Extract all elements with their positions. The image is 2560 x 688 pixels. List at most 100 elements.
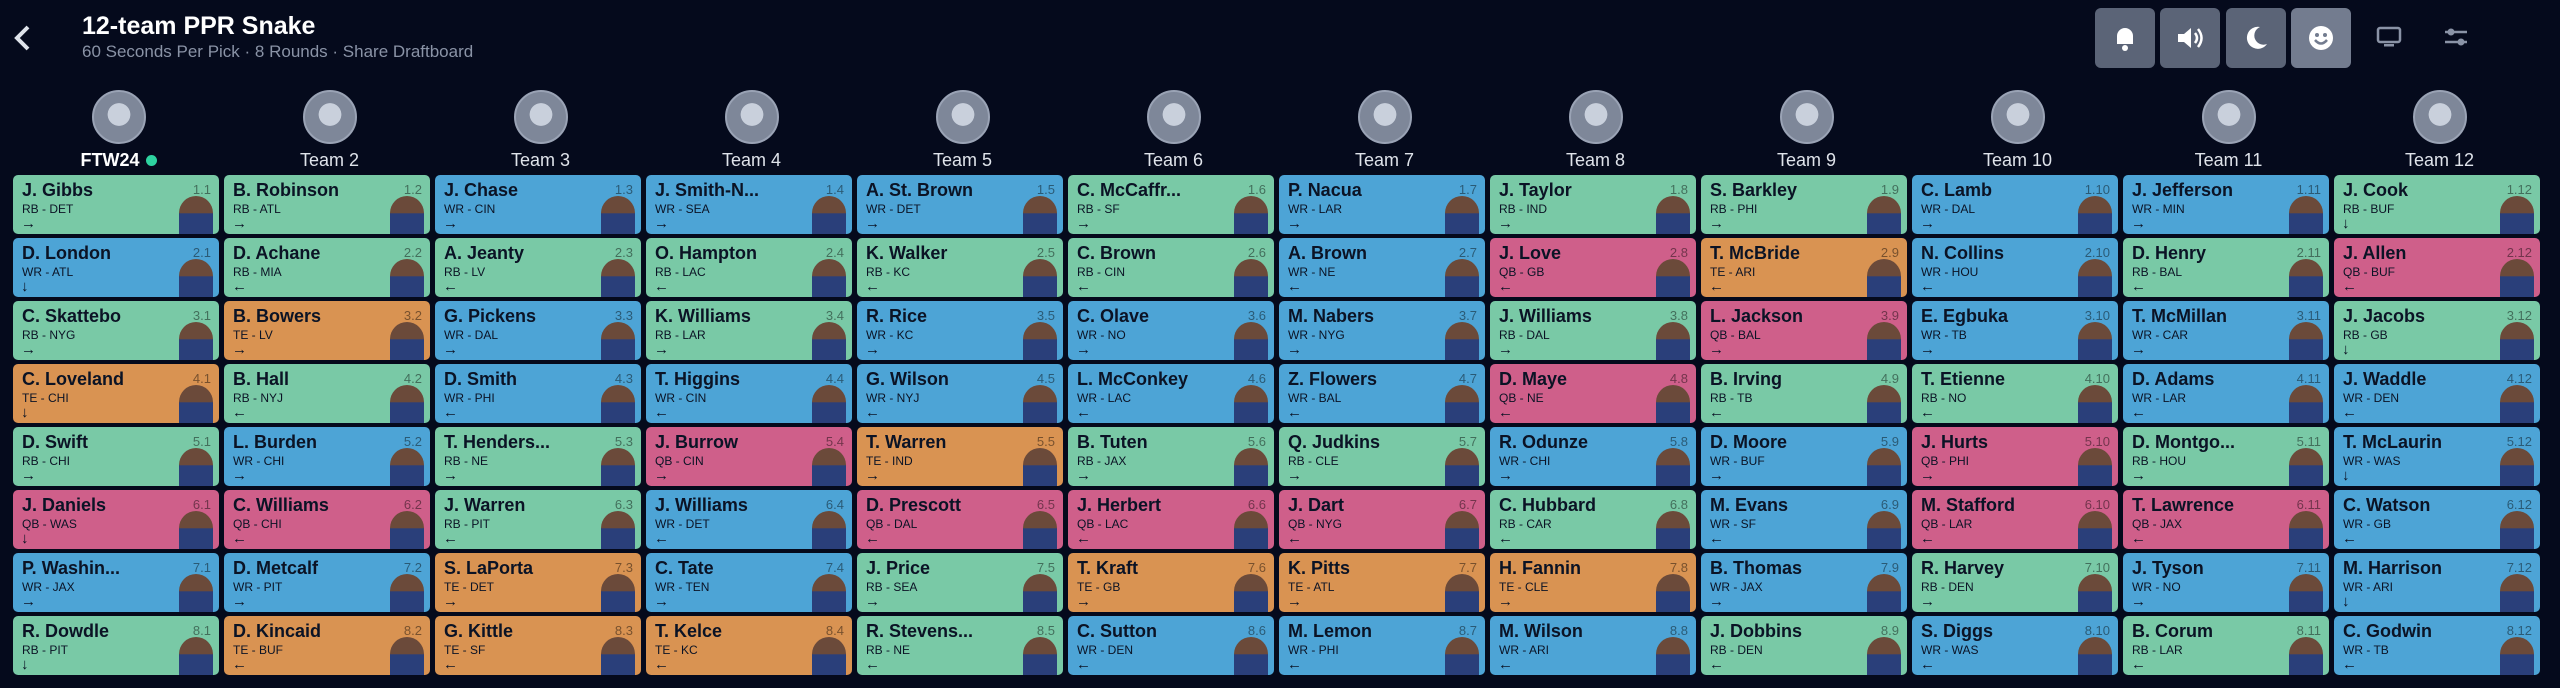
pick-card[interactable]: T. Warren 5.5 TE - IND → bbox=[857, 427, 1063, 486]
pick-card[interactable]: D. Henry 2.11 RB - BAL ← bbox=[2123, 238, 2329, 297]
pick-card[interactable]: B. Corum 8.11 RB - LAR ← bbox=[2123, 616, 2329, 675]
pick-card[interactable]: T. Lawrence 6.11 QB - JAX ← bbox=[2123, 490, 2329, 549]
pick-card[interactable]: J. Warren 6.3 RB - PIT ← bbox=[435, 490, 641, 549]
pick-card[interactable]: E. Egbuka 3.10 WR - TB → bbox=[1912, 301, 2118, 360]
pick-card[interactable]: S. Diggs 8.10 WR - WAS ← bbox=[1912, 616, 2118, 675]
pick-card[interactable]: J. Burrow 5.4 QB - CIN → bbox=[646, 427, 852, 486]
pick-card[interactable]: T. McBride 2.9 TE - ARI ← bbox=[1701, 238, 1907, 297]
pick-card[interactable]: M. Evans 6.9 WR - SF ← bbox=[1701, 490, 1907, 549]
pick-card[interactable]: L. Burden 5.2 WR - CHI → bbox=[224, 427, 430, 486]
pick-card[interactable]: G. Pickens 3.3 WR - DAL → bbox=[435, 301, 641, 360]
pick-card[interactable]: G. Wilson 4.5 WR - NYJ ← bbox=[857, 364, 1063, 423]
pick-card[interactable]: C. Skattebo 3.1 RB - NYG → bbox=[13, 301, 219, 360]
pick-card[interactable]: J. Gibbs 1.1 RB - DET → bbox=[13, 175, 219, 234]
pick-card[interactable]: D. London 2.1 WR - ATL ↓ bbox=[13, 238, 219, 297]
pick-card[interactable]: J. Dobbins 8.9 RB - DEN ← bbox=[1701, 616, 1907, 675]
pick-card[interactable]: C. Hubbard 6.8 RB - CAR ← bbox=[1490, 490, 1696, 549]
pick-card[interactable]: J. Tyson 7.11 WR - NO → bbox=[2123, 553, 2329, 612]
pick-card[interactable]: A. St. Brown 1.5 WR - DET → bbox=[857, 175, 1063, 234]
pick-card[interactable]: D. Montgo... 5.11 RB - HOU → bbox=[2123, 427, 2329, 486]
pick-card[interactable]: T. Etienne 4.10 RB - NO ← bbox=[1912, 364, 2118, 423]
pick-card[interactable]: J. Williams 6.4 WR - DET ← bbox=[646, 490, 852, 549]
pick-card[interactable]: Z. Flowers 4.7 WR - BAL ← bbox=[1279, 364, 1485, 423]
pick-card[interactable]: A. Jeanty 2.3 RB - LV ← bbox=[435, 238, 641, 297]
pick-card[interactable]: P. Nacua 1.7 WR - LAR → bbox=[1279, 175, 1485, 234]
pick-card[interactable]: R. Stevens... 8.5 RB - NE ← bbox=[857, 616, 1063, 675]
pick-card[interactable]: M. Stafford 6.10 QB - LAR ← bbox=[1912, 490, 2118, 549]
pick-card[interactable]: R. Dowdle 8.1 RB - PIT ↓ bbox=[13, 616, 219, 675]
pick-card[interactable]: L. McConkey 4.6 WR - LAC ← bbox=[1068, 364, 1274, 423]
pick-card[interactable]: C. Loveland 4.1 TE - CHI ↓ bbox=[13, 364, 219, 423]
sound-button[interactable] bbox=[2160, 8, 2220, 68]
pick-card[interactable]: J. Waddle 4.12 WR - DEN ← bbox=[2334, 364, 2540, 423]
pick-card[interactable]: J. Jefferson 1.11 WR - MIN → bbox=[2123, 175, 2329, 234]
pick-card[interactable]: D. Metcalf 7.2 WR - PIT → bbox=[224, 553, 430, 612]
pick-card[interactable]: G. Kittle 8.3 TE - SF ← bbox=[435, 616, 641, 675]
pick-card[interactable]: B. Bowers 3.2 TE - LV → bbox=[224, 301, 430, 360]
pick-card[interactable]: D. Kincaid 8.2 TE - BUF ← bbox=[224, 616, 430, 675]
pick-card[interactable]: C. Lamb 1.10 WR - DAL → bbox=[1912, 175, 2118, 234]
pick-card[interactable]: L. Jackson 3.9 QB - BAL → bbox=[1701, 301, 1907, 360]
pick-card[interactable]: H. Fannin 7.8 TE - CLE → bbox=[1490, 553, 1696, 612]
pick-card[interactable]: T. Henders... 5.3 RB - NE → bbox=[435, 427, 641, 486]
pick-card[interactable]: Q. Judkins 5.7 RB - CLE → bbox=[1279, 427, 1485, 486]
pick-card[interactable]: M. Wilson 8.8 WR - ARI ← bbox=[1490, 616, 1696, 675]
pick-card[interactable]: J. Taylor 1.8 RB - IND → bbox=[1490, 175, 1696, 234]
pick-card[interactable]: C. Brown 2.6 RB - CIN ← bbox=[1068, 238, 1274, 297]
pick-card[interactable]: J. Chase 1.3 WR - CIN → bbox=[435, 175, 641, 234]
pick-card[interactable]: D. Smith 4.3 WR - PHI ← bbox=[435, 364, 641, 423]
pick-card[interactable]: B. Irving 4.9 RB - TB ← bbox=[1701, 364, 1907, 423]
pick-card[interactable]: T. McLaurin 5.12 WR - WAS ↓ bbox=[2334, 427, 2540, 486]
pick-card[interactable]: R. Harvey 7.10 RB - DEN → bbox=[1912, 553, 2118, 612]
pick-card[interactable]: J. Love 2.8 QB - GB ← bbox=[1490, 238, 1696, 297]
pick-card[interactable]: B. Thomas 7.9 WR - JAX → bbox=[1701, 553, 1907, 612]
pick-card[interactable]: J. Smith-N... 1.4 WR - SEA → bbox=[646, 175, 852, 234]
pick-card[interactable]: P. Washin... 7.1 WR - JAX → bbox=[13, 553, 219, 612]
pick-card[interactable]: D. Prescott 6.5 QB - DAL ← bbox=[857, 490, 1063, 549]
pick-card[interactable]: C. Williams 6.2 QB - CHI ← bbox=[224, 490, 430, 549]
pick-card[interactable]: C. McCaffr... 1.6 RB - SF → bbox=[1068, 175, 1274, 234]
pick-card[interactable]: A. Brown 2.7 WR - NE ← bbox=[1279, 238, 1485, 297]
pick-card[interactable]: K. Williams 3.4 RB - LAR → bbox=[646, 301, 852, 360]
emoji-button[interactable] bbox=[2291, 8, 2351, 68]
pick-card[interactable]: D. Achane 2.2 RB - MIA ← bbox=[224, 238, 430, 297]
display-button[interactable] bbox=[2376, 26, 2402, 48]
pick-card[interactable]: J. Williams 3.8 RB - DAL → bbox=[1490, 301, 1696, 360]
settings-button[interactable] bbox=[2443, 26, 2469, 48]
pick-card[interactable]: J. Dart 6.7 QB - NYG ← bbox=[1279, 490, 1485, 549]
pick-card[interactable]: M. Lemon 8.7 WR - PHI ← bbox=[1279, 616, 1485, 675]
pick-card[interactable]: J. Allen 2.12 QB - BUF ← bbox=[2334, 238, 2540, 297]
pick-card[interactable]: K. Walker 2.5 RB - KC ← bbox=[857, 238, 1063, 297]
pick-card[interactable]: B. Tuten 5.6 RB - JAX → bbox=[1068, 427, 1274, 486]
notifications-button[interactable] bbox=[2095, 8, 2155, 68]
pick-card[interactable]: J. Jacobs 3.12 RB - GB ↓ bbox=[2334, 301, 2540, 360]
pick-card[interactable]: R. Rice 3.5 WR - KC → bbox=[857, 301, 1063, 360]
pick-card[interactable]: T. Kraft 7.6 TE - GB → bbox=[1068, 553, 1274, 612]
pick-card[interactable]: J. Cook 1.12 RB - BUF ↓ bbox=[2334, 175, 2540, 234]
pick-card[interactable]: S. Barkley 1.9 RB - PHI → bbox=[1701, 175, 1907, 234]
pick-card[interactable]: B. Hall 4.2 RB - NYJ ← bbox=[224, 364, 430, 423]
pick-card[interactable]: O. Hampton 2.4 RB - LAC ← bbox=[646, 238, 852, 297]
pick-card[interactable]: N. Collins 2.10 WR - HOU ← bbox=[1912, 238, 2118, 297]
theme-button[interactable] bbox=[2226, 8, 2286, 68]
pick-card[interactable]: B. Robinson 1.2 RB - ATL → bbox=[224, 175, 430, 234]
pick-card[interactable]: T. Higgins 4.4 WR - CIN ← bbox=[646, 364, 852, 423]
pick-card[interactable]: R. Odunze 5.8 WR - CHI → bbox=[1490, 427, 1696, 486]
pick-card[interactable]: T. Kelce 8.4 TE - KC ← bbox=[646, 616, 852, 675]
pick-card[interactable]: C. Sutton 8.6 WR - DEN ← bbox=[1068, 616, 1274, 675]
pick-card[interactable]: K. Pitts 7.7 TE - ATL → bbox=[1279, 553, 1485, 612]
pick-card[interactable]: D. Maye 4.8 QB - NE ← bbox=[1490, 364, 1696, 423]
pick-card[interactable]: T. McMillan 3.11 WR - CAR → bbox=[2123, 301, 2329, 360]
pick-card[interactable]: D. Adams 4.11 WR - LAR ← bbox=[2123, 364, 2329, 423]
pick-card[interactable]: D. Moore 5.9 WR - BUF → bbox=[1701, 427, 1907, 486]
pick-card[interactable]: C. Godwin 8.12 WR - TB ← bbox=[2334, 616, 2540, 675]
pick-card[interactable]: M. Nabers 3.7 WR - NYG → bbox=[1279, 301, 1485, 360]
pick-card[interactable]: J. Hurts 5.10 QB - PHI → bbox=[1912, 427, 2118, 486]
pick-card[interactable]: C. Watson 6.12 WR - GB ← bbox=[2334, 490, 2540, 549]
pick-card[interactable]: S. LaPorta 7.3 TE - DET → bbox=[435, 553, 641, 612]
pick-card[interactable]: M. Harrison 7.12 WR - ARI ↓ bbox=[2334, 553, 2540, 612]
pick-card[interactable]: C. Tate 7.4 WR - TEN → bbox=[646, 553, 852, 612]
pick-card[interactable]: J. Herbert 6.6 QB - LAC ← bbox=[1068, 490, 1274, 549]
pick-card[interactable]: J. Price 7.5 RB - SEA → bbox=[857, 553, 1063, 612]
back-button[interactable] bbox=[12, 24, 34, 52]
